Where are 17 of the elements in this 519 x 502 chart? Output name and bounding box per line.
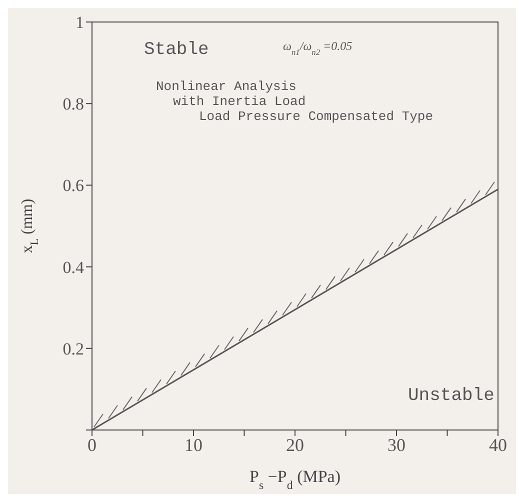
annotation: Load Pressure Compensated Type (199, 109, 434, 124)
x-axis-title: P$_{s}$ −P$_{d}$ (MPa) (249, 467, 341, 492)
annotation: Stable (144, 40, 209, 60)
annotation: Unstable (408, 386, 494, 406)
x-tick-label: 0 (88, 434, 96, 455)
x-tick-label: 30 (388, 434, 406, 455)
y-tick-label: 0.4 (62, 258, 84, 277)
annotation: Nonlinear Analysis (156, 79, 296, 94)
x-tick-label: 20 (286, 434, 304, 455)
x-tick-label: 10 (184, 434, 202, 455)
y-tick-label: 0.6 (62, 176, 84, 196)
annotation: with Inertia Load (173, 94, 306, 109)
y-tick-label: 0.2 (62, 339, 84, 358)
x-tick-label: 40 (489, 434, 507, 455)
annotation: ω$_{n1}$/ω$_{n2}$ =0.05 (283, 39, 352, 56)
y-tick-label: 1 (76, 13, 84, 32)
y-tick-label: 0.8 (62, 94, 84, 114)
